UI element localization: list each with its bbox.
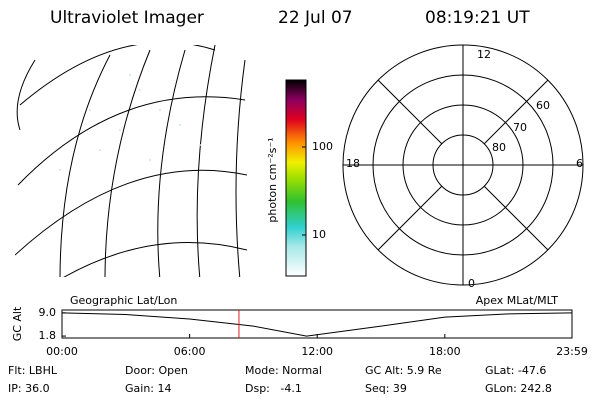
- y-tick-label: 9.0: [39, 306, 57, 319]
- info-field: IP: 36.0: [8, 382, 50, 395]
- mlt-label: 6: [576, 157, 583, 170]
- mlat-label: 60: [536, 99, 550, 112]
- apex-polar: [342, 44, 584, 286]
- mlt-label: 18: [346, 157, 360, 170]
- geographic-map: [15, 45, 247, 277]
- info-field: Door: Open: [125, 364, 188, 377]
- time: 08:19:21 UT: [425, 8, 530, 28]
- mlt-label: 12: [477, 48, 491, 61]
- info-field: GC Alt: 5.9 Re: [365, 364, 442, 377]
- y-tick-label: 1.8: [39, 329, 57, 342]
- x-tick-label: 06:00: [174, 345, 206, 358]
- colorbar: [285, 79, 307, 277]
- mlat-label: 80: [492, 141, 506, 154]
- x-tick-label: 12:00: [301, 345, 333, 358]
- info-field: GLat: -47.6: [485, 364, 546, 377]
- info-field: Mode: Normal: [245, 364, 322, 377]
- x-tick-label: 23:59: [556, 345, 588, 358]
- x-tick-label: 00:00: [46, 345, 78, 358]
- colorbar-unit: photon cm⁻²s⁻¹: [266, 137, 279, 222]
- info-field: Dsp: -4.1: [245, 382, 302, 395]
- colorbar-label: 100: [312, 140, 333, 153]
- panel-title: Apex MLat/MLT: [476, 294, 559, 307]
- info-field: GLon: 242.8: [485, 382, 552, 395]
- x-tick-label: 18:00: [429, 345, 461, 358]
- info-field: Seq: 39: [365, 382, 407, 395]
- colorbar-label: 10: [312, 228, 326, 241]
- y-axis-label: GC Alt: [11, 306, 24, 341]
- info-field: Flt: LBHL: [8, 364, 58, 377]
- mlat-label: 70: [513, 121, 527, 134]
- info-field: Gain: 14: [125, 382, 172, 395]
- date: 22 Jul 07: [278, 8, 353, 28]
- panel-title: Geographic Lat/Lon: [70, 294, 177, 307]
- instrument: Ultraviolet Imager: [50, 8, 204, 28]
- mlt-label: 0: [468, 277, 475, 290]
- altitude-line: [61, 312, 573, 337]
